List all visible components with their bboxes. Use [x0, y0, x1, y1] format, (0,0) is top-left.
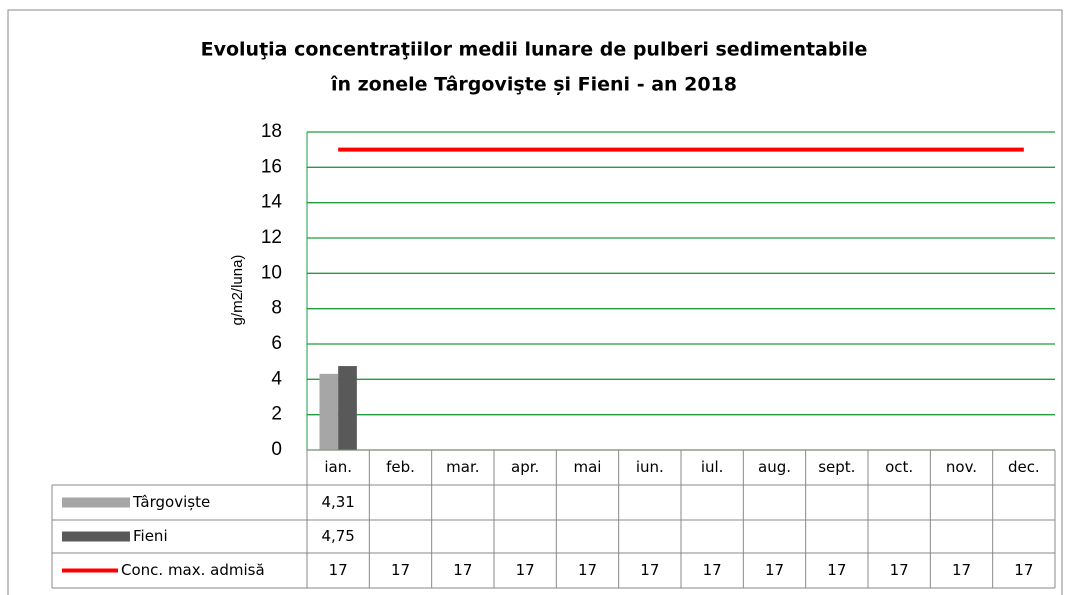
legend-label: Târgoviște	[132, 493, 210, 511]
table-value: 17	[640, 561, 659, 579]
table-value: 17	[890, 561, 909, 579]
x-tick-label: aug.	[758, 458, 791, 476]
chart-border	[7, 9, 1063, 595]
bar	[319, 373, 339, 450]
x-tick-label: iul.	[701, 458, 724, 476]
y-tick-label: 14	[261, 192, 283, 213]
legend-label: Conc. max. admisă	[121, 561, 265, 579]
table-value: 17	[703, 561, 722, 579]
y-tick-label: 8	[271, 298, 282, 319]
x-tick-label: nov.	[946, 458, 977, 476]
y-tick-label: 18	[261, 121, 282, 142]
x-tick-label: mai	[574, 458, 602, 476]
y-tick-label: 4	[271, 368, 282, 389]
y-tick-label: 0	[271, 439, 282, 460]
table-value: 17	[765, 561, 784, 579]
y-axis-label: g/m2/luna)	[229, 255, 246, 326]
legend-label: Fieni	[133, 527, 168, 545]
x-tick-label: apr.	[511, 458, 539, 476]
legend-swatch	[62, 497, 130, 508]
y-tick-label: 10	[261, 262, 282, 283]
x-tick-label: oct.	[885, 458, 913, 476]
x-tick-label: sept.	[818, 458, 855, 476]
table-value: 17	[1014, 561, 1033, 579]
table-value: 17	[391, 561, 410, 579]
x-tick-label: mar.	[446, 458, 479, 476]
bar	[338, 366, 357, 450]
table-value: 4,31	[321, 493, 354, 511]
chart-title: Evoluţia concentraţiilor medii lunare de…	[201, 39, 868, 61]
table-value: 17	[578, 561, 597, 579]
legend-swatch	[62, 531, 130, 542]
table-value: 4,75	[321, 527, 354, 545]
table-value: 17	[827, 561, 846, 579]
x-tick-label: dec.	[1008, 458, 1040, 476]
x-tick-label: feb.	[386, 458, 415, 476]
table-value: 17	[453, 561, 472, 579]
chart-title: în zonele Târgovişte și Fieni - an 2018	[330, 74, 737, 96]
table-value: 17	[516, 561, 535, 579]
y-tick-label: 16	[261, 156, 282, 177]
table-value: 17	[952, 561, 971, 579]
y-tick-label: 6	[271, 333, 282, 354]
x-tick-label: ian.	[324, 458, 352, 476]
table-value: 17	[329, 561, 348, 579]
y-tick-label: 12	[261, 227, 282, 248]
x-tick-label: iun.	[636, 458, 664, 476]
y-tick-label: 2	[271, 404, 282, 425]
